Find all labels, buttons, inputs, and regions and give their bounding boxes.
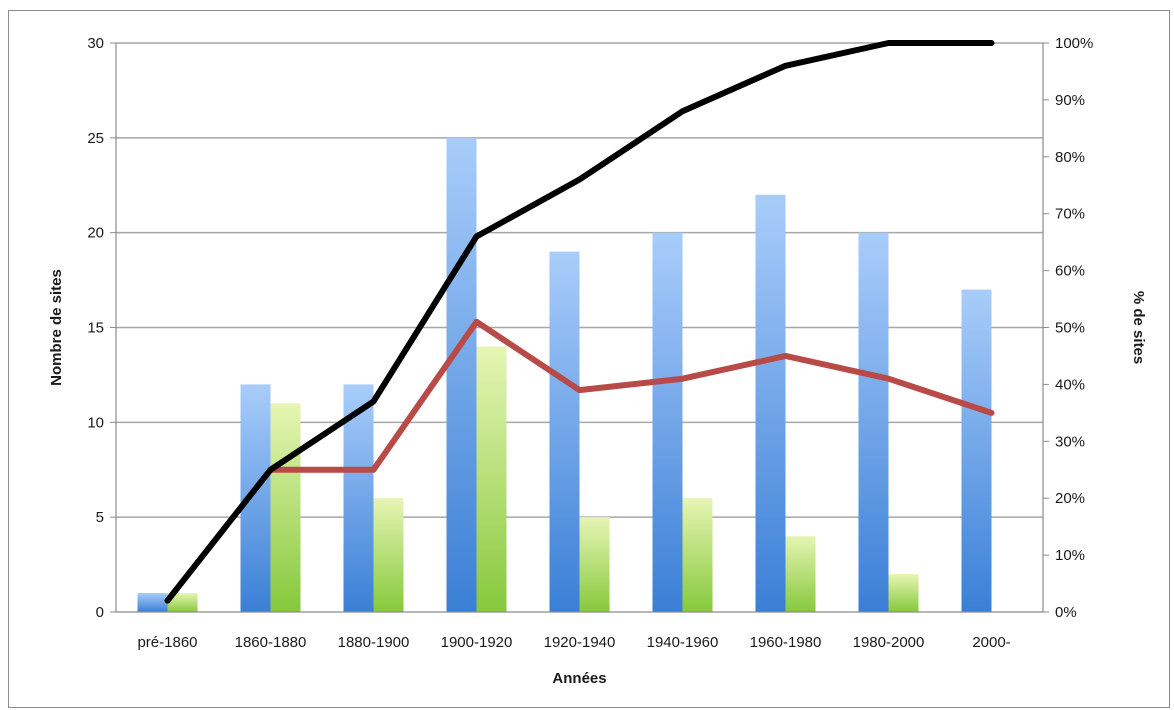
bar-green: [785, 536, 816, 612]
y-tick-label: 25: [87, 130, 104, 147]
x-axis-title: Années: [552, 670, 606, 687]
y-tick-label: 5: [96, 509, 104, 526]
y2-tick-label: 10%: [1055, 547, 1085, 564]
bar-green: [476, 346, 507, 612]
y-tick-label: 30: [87, 35, 104, 52]
line-red: [267, 318, 995, 473]
bar-blue: [549, 251, 580, 612]
line-red-point: [681, 377, 684, 381]
y2-tick-label: 60%: [1055, 263, 1085, 280]
y2-axis-title: % de sites: [1130, 291, 1147, 364]
x-tick-label: pré-1860: [137, 634, 197, 651]
line-red-point: [887, 377, 890, 381]
bar-blue: [652, 232, 683, 612]
y2-tick-label: 70%: [1055, 206, 1085, 223]
bar-green: [579, 517, 610, 612]
line-red-point: [578, 388, 581, 392]
y2-tick-label: 80%: [1055, 149, 1085, 166]
bar-blue: [137, 593, 168, 612]
bar-green: [167, 593, 198, 612]
x-tick-label: 1880-1900: [338, 634, 410, 651]
y-tick-label: 20: [87, 225, 104, 242]
y-axis-title: Nombre de sites: [48, 269, 65, 386]
chart-frame: 0 5 10 15 20 25 30 0% 10% 20% 30% 40% 50% 60% 70% 80% 90…: [8, 10, 1170, 708]
line-red-point: [372, 468, 375, 472]
y2-tick-label: 30%: [1055, 433, 1085, 450]
bar-blue: [961, 289, 992, 612]
x-tick-label: 1900-1920: [441, 634, 513, 651]
line-black-point: [990, 41, 993, 45]
line-series: [164, 40, 995, 604]
y-tick-label: 0: [96, 604, 104, 621]
bar-blue: [343, 384, 374, 612]
combo-chart: 0 5 10 15 20 25 30 0% 10% 20% 30% 40% 50% 60% 70% 80% 90…: [48, 35, 1147, 687]
y2-tick-label: 100%: [1055, 35, 1093, 52]
y2-tick-label: 0%: [1055, 604, 1077, 621]
bar-green: [888, 574, 919, 612]
y2-tick-label: 90%: [1055, 92, 1085, 109]
line-black-point: [372, 399, 375, 403]
bar-green: [373, 498, 404, 612]
line-red-point: [784, 354, 787, 358]
line-black-point: [784, 64, 787, 68]
line-red-point: [475, 320, 478, 324]
x-tick-label: 2000-: [972, 634, 1010, 651]
bar-green: [682, 498, 713, 612]
y-tick-label: 15: [87, 320, 104, 337]
bar-green: [270, 403, 301, 612]
bar-blue: [446, 137, 477, 612]
bar-series: [137, 137, 992, 612]
line-black-point: [269, 468, 272, 472]
bar-blue: [755, 194, 786, 612]
y2-tick-label: 40%: [1055, 376, 1085, 393]
x-tick-label: 1960-1980: [750, 634, 822, 651]
line-black-point: [681, 109, 684, 113]
y2-tick-label: 50%: [1055, 320, 1085, 337]
x-tick-label: 1940-1960: [647, 634, 719, 651]
line-black-point: [887, 41, 890, 45]
y-tick-label: 10: [87, 414, 104, 431]
line-black-point: [475, 234, 478, 238]
line-black-point: [166, 599, 169, 603]
bar-blue: [858, 232, 889, 612]
x-tick-label: 1920-1940: [544, 634, 616, 651]
line-red-point: [990, 411, 993, 415]
x-tick-label: 1860-1880: [235, 634, 307, 651]
y2-tick-label: 20%: [1055, 490, 1085, 507]
axes: 0 5 10 15 20 25 30 0% 10% 20% 30% 40% 50% 60% 70% 80% 90…: [87, 35, 1093, 651]
x-tick-label: 1980-2000: [853, 634, 925, 651]
line-black-point: [578, 178, 581, 182]
